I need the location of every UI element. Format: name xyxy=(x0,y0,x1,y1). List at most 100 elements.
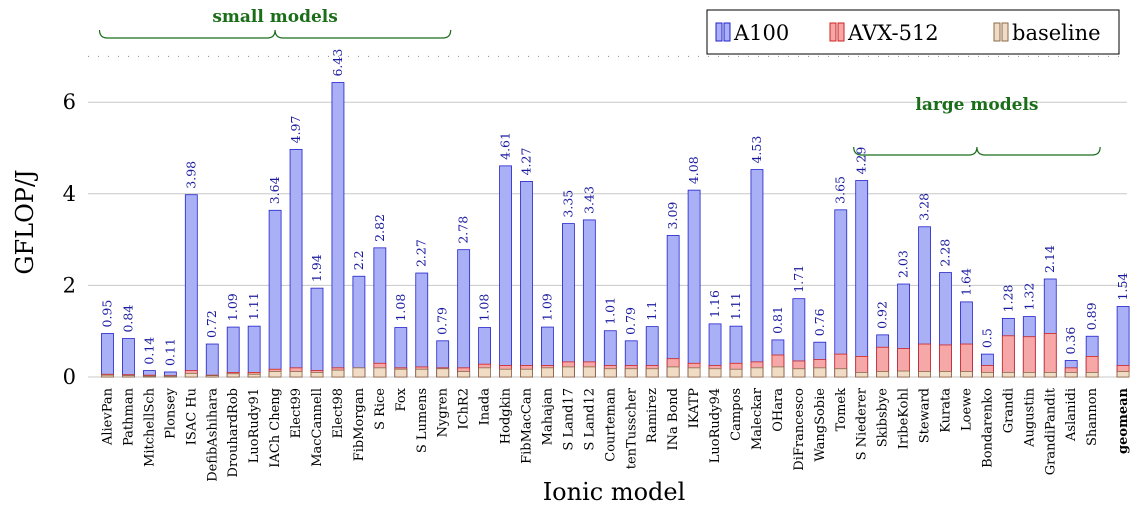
x-tick-label-11: Elect98 xyxy=(331,388,346,438)
bar-a100-31 xyxy=(750,169,764,378)
bar-baseline-6 xyxy=(226,373,240,378)
bar-baseline-34 xyxy=(813,367,827,378)
value-label-11: 6.43 xyxy=(330,49,345,77)
bar-avx512-45 xyxy=(1043,333,1057,378)
value-label-42: 0.5 xyxy=(979,328,994,348)
bar-baseline-16 xyxy=(436,368,450,378)
x-tick-label-8: IACh Cheng xyxy=(268,388,283,468)
value-label-38: 2.03 xyxy=(896,250,911,278)
legend-swatch-2-a xyxy=(993,22,1001,42)
bar-baseline-31 xyxy=(750,367,764,378)
bar-baseline-26 xyxy=(645,368,659,378)
bar-baseline-7 xyxy=(247,373,261,378)
bar-a100-19 xyxy=(499,165,512,378)
bar-baseline-18 xyxy=(478,367,492,378)
x-tick-label-1: Pathman xyxy=(121,387,136,446)
value-label-2: 0.14 xyxy=(141,337,156,365)
value-label-3: 0.11 xyxy=(162,338,177,366)
bar-baseline-24 xyxy=(603,368,617,378)
bar-baseline-14 xyxy=(394,368,408,378)
legend-swatch-1-a xyxy=(829,22,837,42)
x-tick-label-34: WangSobie xyxy=(813,388,828,462)
value-label-20: 4.27 xyxy=(519,148,534,176)
legend-swatch-2-b xyxy=(1001,22,1009,42)
value-label-46: 0.36 xyxy=(1063,327,1078,355)
x-tick-label-24: Courteman xyxy=(603,387,618,461)
bar-baseline-2 xyxy=(142,375,156,378)
bar-baseline-10 xyxy=(310,372,324,378)
bar-baseline-20 xyxy=(520,368,533,378)
value-label-5: 0.72 xyxy=(204,310,219,338)
x-tick-label-21: Mahajan xyxy=(540,387,555,445)
bar-baseline-17 xyxy=(457,371,471,378)
bar-a100-13 xyxy=(373,247,387,378)
bar-baseline-41 xyxy=(960,371,973,378)
value-label-47: 0.89 xyxy=(1084,302,1099,330)
value-label-13: 2.82 xyxy=(372,214,387,242)
x-tick-label-44: Augustin xyxy=(1022,387,1037,448)
bar-baseline-19 xyxy=(499,368,512,378)
bar-baseline-9 xyxy=(289,371,303,378)
bar-a100-20 xyxy=(520,181,533,378)
bar-avx512-43 xyxy=(1001,335,1015,378)
bar-a100-1 xyxy=(122,338,135,378)
value-label-48: 1.54 xyxy=(1115,273,1130,301)
bar-baseline-25 xyxy=(624,368,638,378)
y-axis-title: GFLOP/J xyxy=(11,169,39,274)
bar-baseline-21 xyxy=(541,367,554,378)
bar-baseline-39 xyxy=(918,371,931,378)
bar-a100-15 xyxy=(415,272,429,378)
value-label-45: 2.14 xyxy=(1042,245,1057,273)
bar-a100-35 xyxy=(834,209,848,378)
bar-a100-23 xyxy=(582,219,596,378)
value-label-15: 2.27 xyxy=(414,239,429,267)
bar-a100-10 xyxy=(310,287,324,378)
bar-baseline-46 xyxy=(1064,372,1078,378)
bar-a100-12 xyxy=(352,275,366,378)
bar-a100-9 xyxy=(289,148,303,378)
x-tick-label-42: Bondarenko xyxy=(980,388,995,468)
bar-a100-6 xyxy=(226,326,240,378)
bar-baseline-4 xyxy=(184,372,198,378)
value-label-19: 4.61 xyxy=(498,132,513,160)
group-label-0: small models xyxy=(212,7,337,27)
x-tick-label-18: Inada xyxy=(478,388,493,426)
bar-baseline-45 xyxy=(1043,372,1057,378)
value-label-24: 1.01 xyxy=(602,297,617,325)
bar-a100-17 xyxy=(457,249,471,378)
x-tick-label-46: Aslanidi xyxy=(1064,388,1079,442)
x-tick-label-13: S Rice xyxy=(373,388,388,430)
bar-baseline-38 xyxy=(897,370,910,378)
x-tick-label-40: Kurata xyxy=(939,388,954,433)
bar-a100-8 xyxy=(268,209,282,378)
legend-swatch-0-b xyxy=(723,22,731,42)
value-label-29: 1.16 xyxy=(707,290,722,318)
value-label-14: 1.08 xyxy=(393,294,408,322)
group-brace-0 xyxy=(98,29,452,39)
value-label-32: 0.81 xyxy=(770,306,785,334)
bar-baseline-48 xyxy=(1116,371,1130,378)
x-tick-label-41: Loewe xyxy=(959,388,974,431)
x-tick-label-26: Ramirez xyxy=(645,388,660,443)
value-label-17: 2.78 xyxy=(456,216,471,244)
value-label-40: 2.28 xyxy=(938,239,953,267)
bar-baseline-33 xyxy=(792,368,806,378)
y-tick-label-1: 2 xyxy=(63,273,76,297)
bar-baseline-15 xyxy=(415,368,429,378)
x-tick-label-35: Tomek xyxy=(834,388,849,432)
x-tick-label-16: Nygren xyxy=(436,387,451,437)
value-label-4: 3.98 xyxy=(183,161,198,189)
x-tick-label-5: DefibAshihara xyxy=(205,388,220,482)
bar-a100-7 xyxy=(247,325,261,378)
x-tick-label-37: Skibsbye xyxy=(876,388,891,448)
bar-baseline-8 xyxy=(268,371,282,378)
bar-a100-27 xyxy=(666,235,680,378)
value-label-28: 4.08 xyxy=(686,156,701,184)
bar-baseline-22 xyxy=(562,366,575,378)
value-label-36: 4.29 xyxy=(854,147,869,175)
x-tick-label-4: ISAC Hu xyxy=(184,388,199,445)
x-tick-label-23: S Land12 xyxy=(582,388,597,451)
bar-baseline-29 xyxy=(708,368,722,378)
